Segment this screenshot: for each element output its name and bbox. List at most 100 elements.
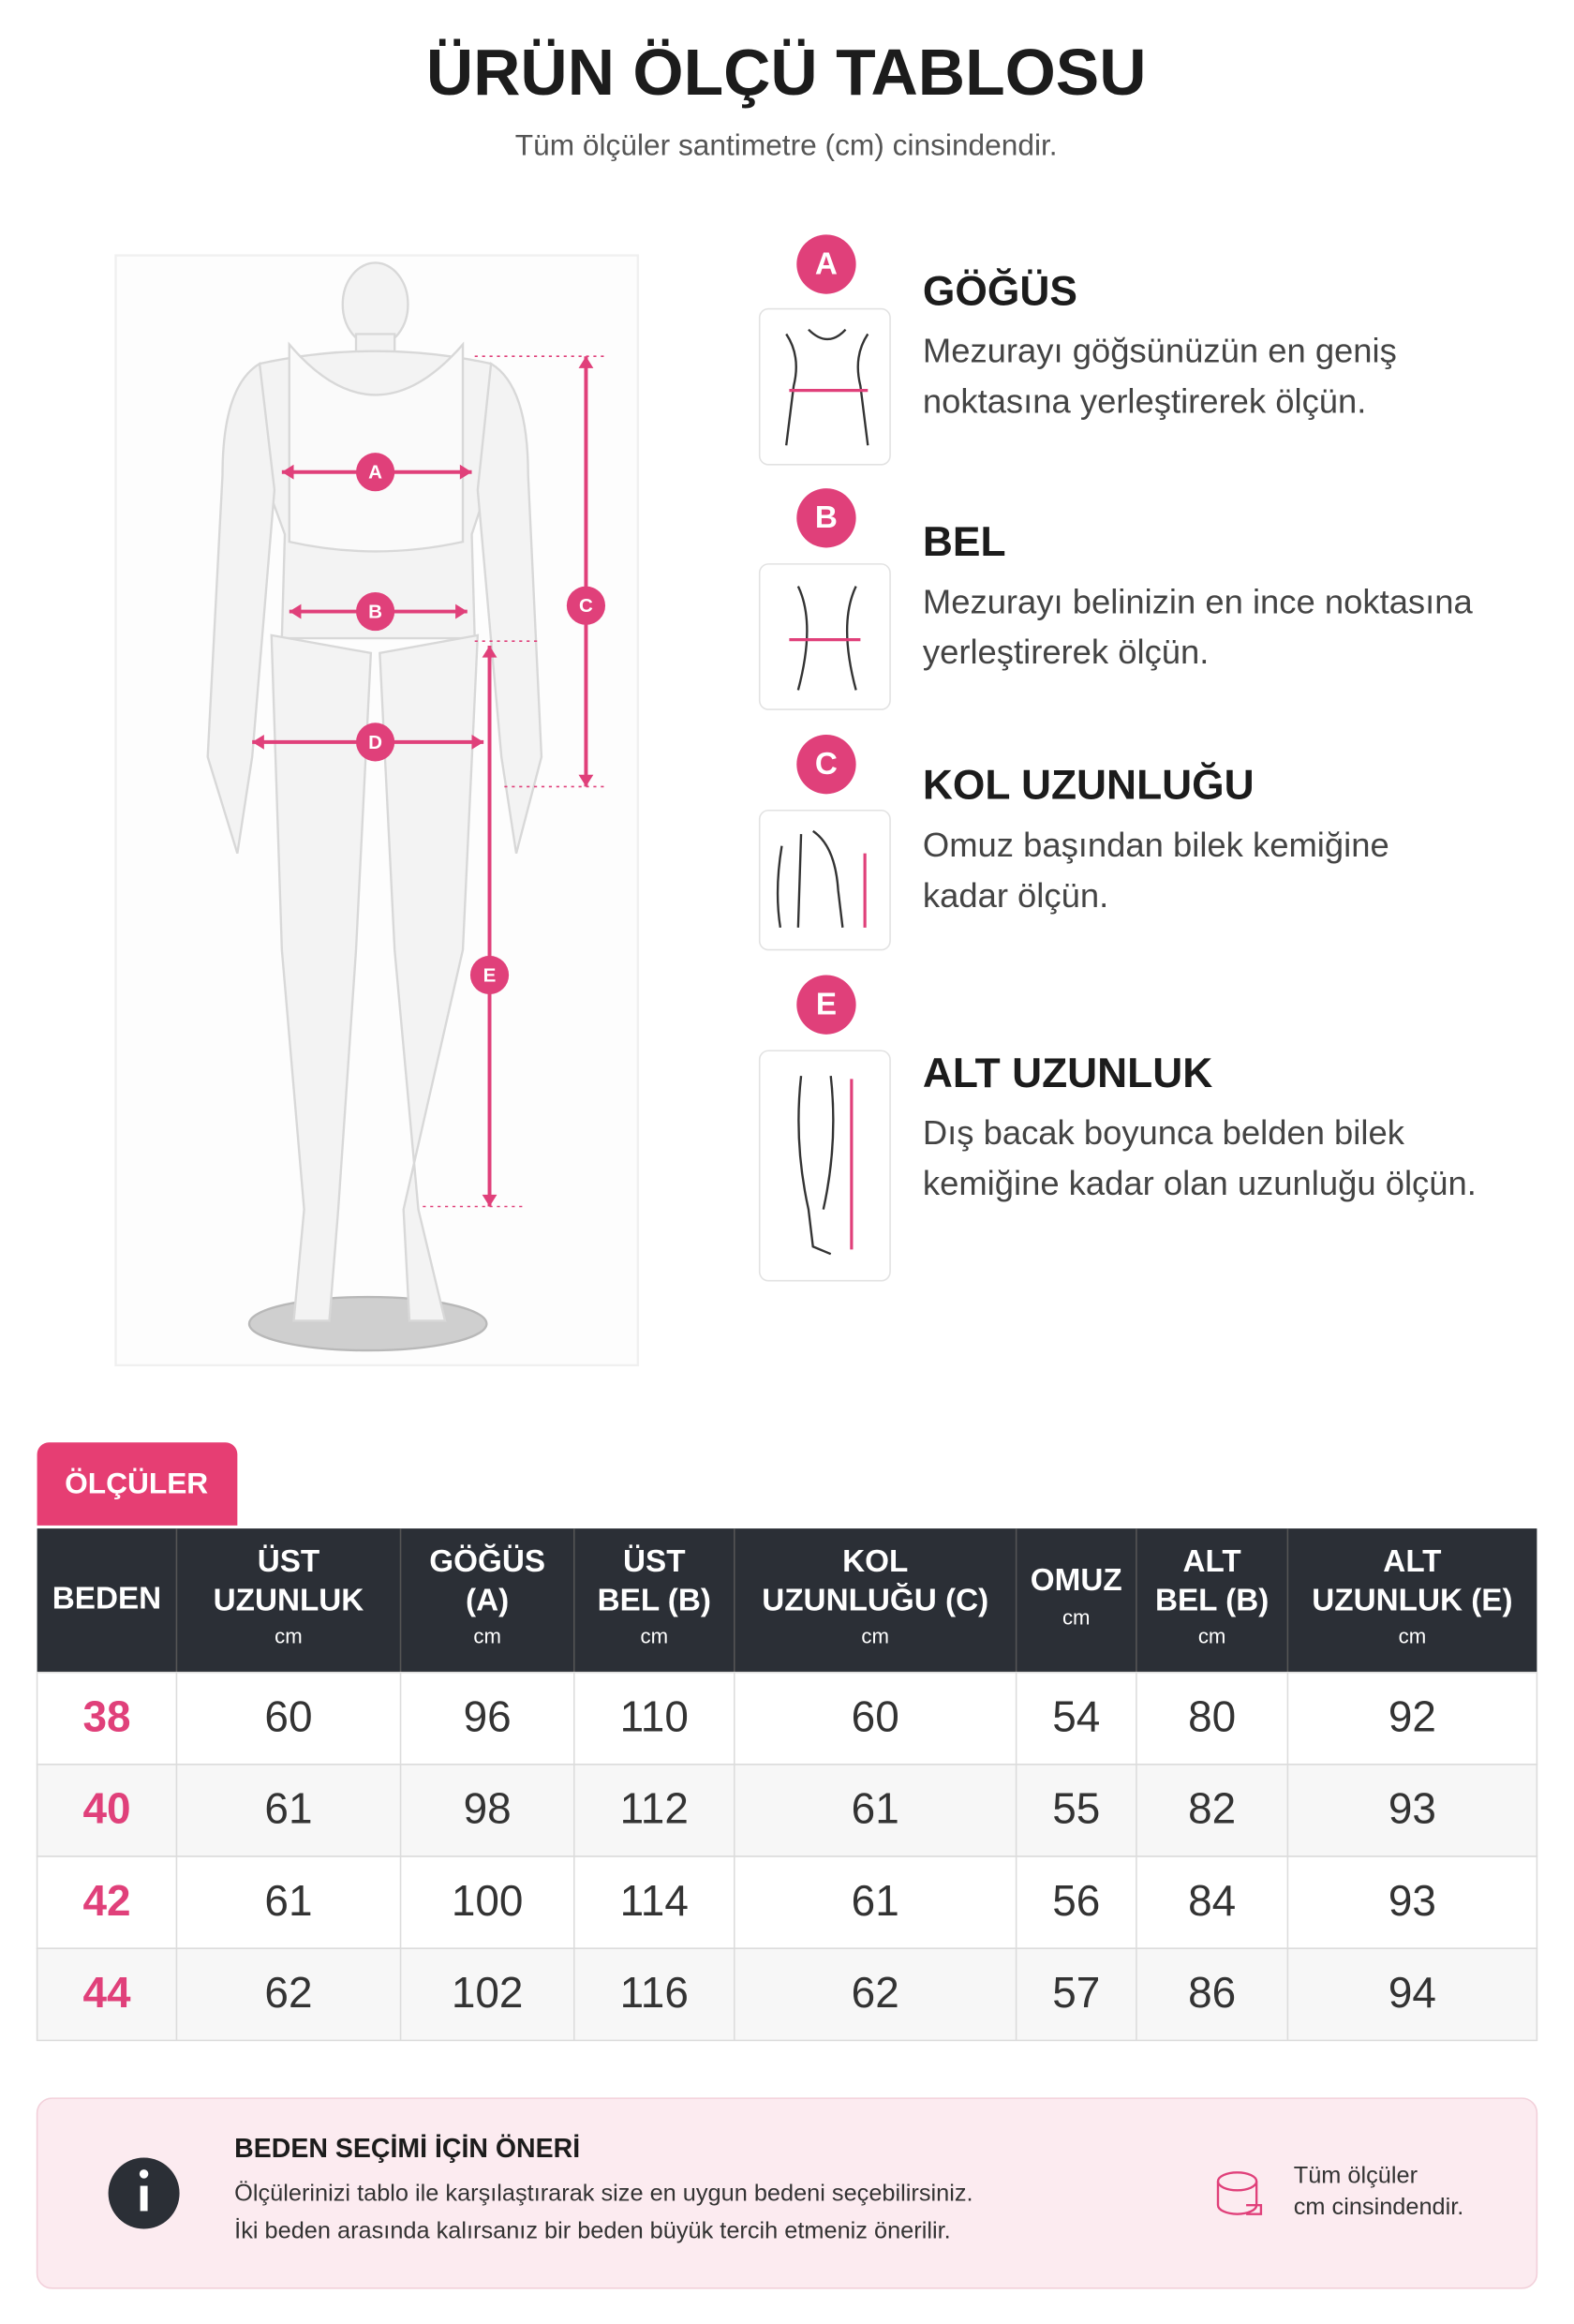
- label-letter: B: [368, 602, 382, 623]
- header-label: ALT: [1183, 1544, 1241, 1579]
- label-letter: D: [368, 732, 382, 753]
- value-cell: 61: [852, 1876, 899, 1925]
- guide-title: ALT UZUNLUK: [923, 1050, 1212, 1096]
- value-cell: 82: [1188, 1784, 1236, 1833]
- label-letter: A: [368, 462, 382, 484]
- table-row: [36, 1947, 1538, 2042]
- stand: [247, 1295, 488, 1352]
- guide-icon-body: [796, 586, 857, 691]
- header-label: OMUZ: [1031, 1563, 1122, 1598]
- guide-letter: C: [815, 747, 838, 782]
- value-cell: 93: [1388, 1784, 1436, 1833]
- label-badge: [469, 955, 510, 995]
- tape-icon-body: [1216, 2181, 1263, 2215]
- guide-letter: A: [815, 246, 838, 281]
- table-tab: [37, 1442, 238, 1526]
- value-cell: 80: [1188, 1691, 1236, 1740]
- value-cell: 54: [1052, 1691, 1100, 1740]
- header-unit: cm: [1399, 1624, 1427, 1647]
- size-cell: 40: [82, 1784, 130, 1833]
- table-row: [36, 1671, 1538, 1765]
- table-tab-label: ÖLÇÜLER: [65, 1467, 208, 1500]
- header-label: ALT: [1383, 1544, 1441, 1579]
- header-unit: cm: [473, 1624, 501, 1647]
- page-title: ÜRÜN ÖLÇÜ TABLOSU: [426, 36, 1147, 109]
- header-label: BEL (B): [1155, 1583, 1269, 1617]
- value-cell: 86: [1188, 1968, 1236, 2017]
- note-box: [36, 2097, 1538, 2289]
- value-cell: 92: [1388, 1691, 1436, 1740]
- value-cell: 100: [452, 1876, 524, 1925]
- label-badge: [356, 591, 395, 632]
- value-cell: 93: [1388, 1876, 1436, 1925]
- guide-description: Dış bacak boyunca belden bilek: [923, 1113, 1405, 1152]
- header-unit: cm: [641, 1624, 669, 1647]
- info-icon-stem: [140, 2185, 148, 2212]
- guide-description: kadar ölçün.: [923, 876, 1108, 915]
- info-icon-dot: [139, 2169, 149, 2179]
- value-cell: 114: [620, 1876, 689, 1925]
- header-label: GÖĞÜS: [429, 1543, 545, 1579]
- note-line: İki beden arasında kalırsanız bir beden …: [234, 2216, 950, 2243]
- guide-icon-box: [758, 1050, 891, 1282]
- note-line: Ölçülerinizi tablo ile karşılaştırarak s…: [234, 2181, 973, 2207]
- guide-icon-box: [758, 307, 891, 466]
- value-cell: 84: [1188, 1876, 1236, 1925]
- label-badge: [566, 586, 606, 625]
- size-cell: 44: [82, 1968, 131, 2017]
- guide-icon-body: [785, 328, 869, 446]
- mannequin: [114, 254, 640, 1367]
- left-arm: [206, 362, 276, 854]
- value-cell: 60: [264, 1691, 312, 1740]
- guide-title: GÖĞÜS: [923, 267, 1077, 314]
- guide-description: Mezurayı belinizin en ince noktasına: [923, 582, 1474, 620]
- value-cell: 61: [852, 1784, 899, 1833]
- value-cell: 98: [464, 1784, 512, 1833]
- value-cell: 94: [1388, 1968, 1436, 2017]
- guide-icon-body: [797, 1076, 835, 1256]
- guide-description: noktasına yerleştirerek ölçün.: [923, 382, 1367, 421]
- label-letter: C: [579, 595, 593, 617]
- table-row: [36, 1855, 1538, 1949]
- header-label: UZUNLUĞU (C): [762, 1582, 988, 1617]
- value-cell: 116: [620, 1968, 689, 2017]
- guide-icon-box: [758, 809, 891, 951]
- right-arm: [476, 362, 543, 854]
- value-cell: 62: [852, 1968, 899, 2017]
- size-cell: 38: [82, 1691, 130, 1740]
- value-cell: 61: [264, 1876, 312, 1925]
- value-cell: 60: [852, 1691, 899, 1740]
- label-badge: [356, 453, 395, 492]
- note-side-line: Tüm ölçüler: [1294, 2163, 1418, 2189]
- guide-letter: B: [815, 500, 838, 535]
- header-label: UZUNLUK (E): [1312, 1583, 1512, 1617]
- value-cell: 112: [620, 1784, 689, 1833]
- guide-description: Mezurayı göğsünüzün en geniş: [923, 332, 1397, 370]
- guide-letter: E: [816, 988, 837, 1022]
- top: [288, 341, 465, 553]
- value-cell: 61: [264, 1784, 312, 1833]
- header-unit: cm: [1062, 1606, 1091, 1630]
- guide-badge: [796, 488, 856, 548]
- header-unit: cm: [1198, 1624, 1226, 1647]
- note-side-line: cm cinsindendir.: [1294, 2194, 1464, 2220]
- value-cell: 110: [620, 1691, 689, 1740]
- header-unit: cm: [275, 1624, 303, 1647]
- guide-badge: [796, 734, 856, 795]
- size-cell: 42: [82, 1876, 130, 1925]
- value-cell: 56: [1052, 1876, 1100, 1925]
- header-label: ÜST: [623, 1544, 686, 1579]
- guide-description: yerleştirerek ölçün.: [923, 633, 1210, 671]
- note-title: BEDEN SEÇİMİ İÇİN ÖNERİ: [234, 2134, 580, 2164]
- header-label: KOL: [842, 1544, 908, 1579]
- header-label: (A): [466, 1583, 509, 1617]
- value-cell: 55: [1052, 1784, 1100, 1833]
- guide-badge: [796, 234, 856, 294]
- header-label: UZUNLUK: [214, 1583, 364, 1617]
- value-cell: 102: [452, 1968, 524, 2017]
- header-unit: cm: [861, 1624, 889, 1647]
- guide-title: BEL: [923, 519, 1006, 565]
- table-header: [37, 1528, 1537, 1673]
